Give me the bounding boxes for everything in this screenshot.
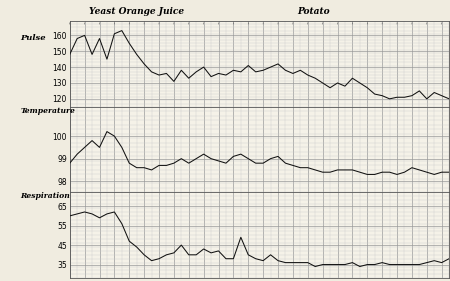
Text: Temperature: Temperature — [20, 107, 75, 115]
Text: Potato: Potato — [297, 7, 330, 16]
Text: Yeast Orange Juice: Yeast Orange Juice — [89, 7, 184, 16]
Text: Respiration: Respiration — [20, 192, 70, 200]
Text: Pulse: Pulse — [20, 34, 46, 42]
